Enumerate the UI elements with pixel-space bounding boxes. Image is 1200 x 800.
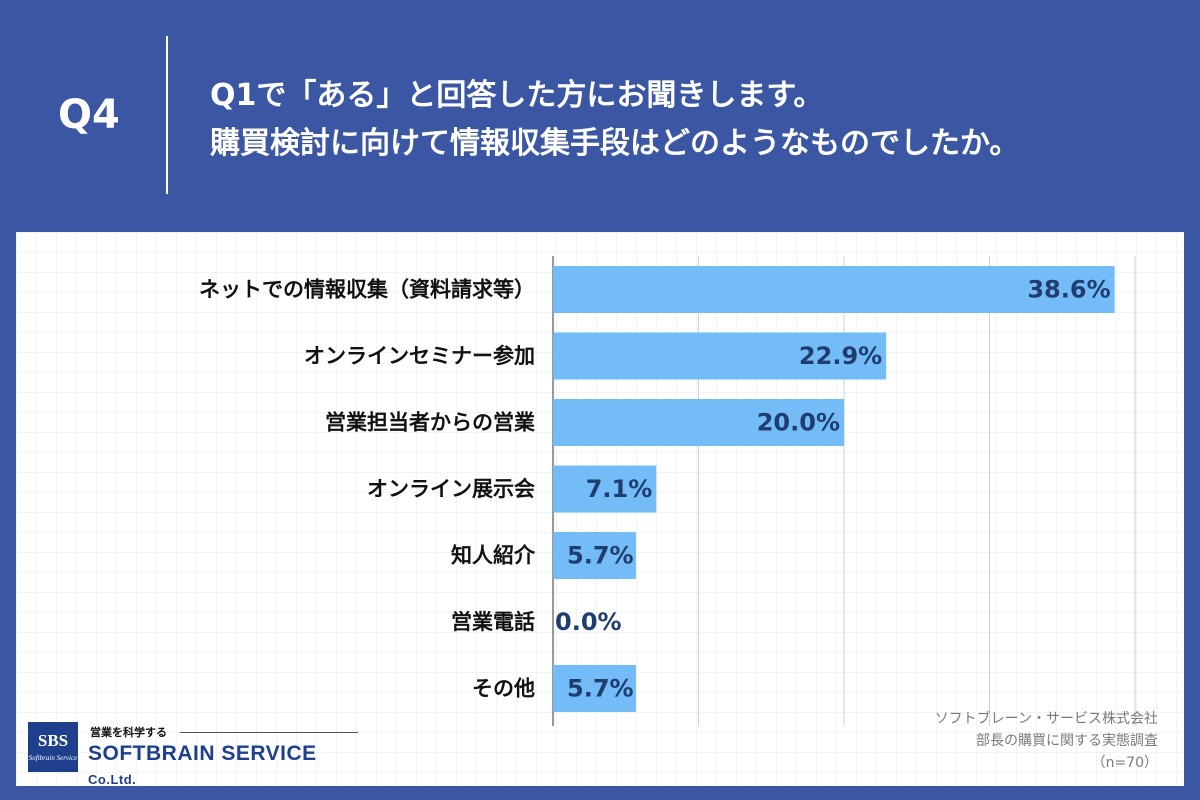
question-line-1: Q1で「ある」と回答した方にお聞きします。 (210, 78, 824, 113)
logo-mark: SBS Softbrain Service (28, 722, 78, 772)
bar (553, 332, 887, 380)
question-line-2: 購買検討に向けて情報収集手段はどのようなものでしたか。 (210, 126, 1020, 161)
bar (553, 399, 844, 446)
source-company: ソフトブレーン・サービス株式会社 (934, 711, 1158, 727)
logo-name-text: SOFTBRAIN SERVICE (88, 742, 317, 765)
category-label: 営業担当者からの営業 (325, 411, 536, 435)
value-label: 5.7% (567, 675, 634, 703)
bar (553, 665, 636, 712)
bar (553, 266, 1115, 313)
logo-company-name: SOFTBRAIN SERVICE Co.Ltd. (88, 742, 368, 790)
value-label: 22.9% (799, 342, 882, 370)
category-label: オンラインセミナー参加 (304, 344, 535, 368)
logo-mark-text: SBS (37, 731, 69, 750)
category-label: 知人紹介 (451, 544, 536, 568)
header-divider (166, 36, 168, 194)
logo-tagline: 営業を科学する (90, 726, 167, 739)
value-label: 0.0% (555, 608, 622, 636)
category-label: ネットでの情報収集（資料請求等） (199, 278, 535, 302)
source-sample-size: （n=70） (1091, 755, 1158, 771)
question-number: Q4 (58, 92, 120, 138)
logo-rule (180, 732, 358, 733)
source-survey: 部長の購買に関する実態調査 (976, 733, 1158, 749)
value-label: 38.6% (1027, 276, 1110, 304)
logo-mark-subtext: Softbrain Service (28, 754, 78, 762)
category-label: 営業電話 (451, 610, 535, 634)
category-label: その他 (472, 677, 535, 701)
bar-chart: ネットでの情報収集（資料請求等） 38.6% オンラインセミナー参加 22.9% 営業担… (199, 256, 1136, 726)
bar (553, 532, 636, 579)
category-label: オンライン展示会 (367, 477, 535, 501)
source-note: ソフトブレーン・サービス株式会社 部長の購買に関する実態調査 （n=70） (758, 708, 1158, 774)
value-label: 20.0% (757, 409, 840, 437)
company-logo: SBS Softbrain Service 営業を科学する SOFTBRAIN … (28, 722, 368, 787)
bar (553, 465, 657, 513)
value-label: 5.7% (567, 542, 634, 570)
value-label: 7.1% (586, 475, 653, 503)
logo-name-suffix: Co.Ltd. (88, 772, 137, 787)
chart-panel: ネットでの情報収集（資料請求等） 38.6% オンラインセミナー参加 22.9% 営業担… (16, 232, 1184, 787)
question-text: Q1で「ある」と回答した方にお聞きします。 購買検討に向けて情報収集手段はどのよ… (210, 72, 1170, 168)
